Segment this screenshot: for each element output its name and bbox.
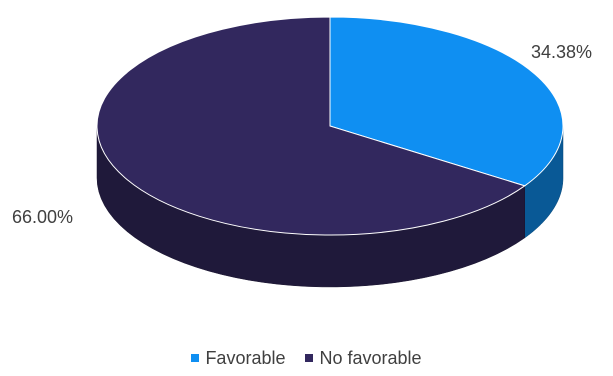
pie-tops xyxy=(96,16,564,236)
legend: Favorable No favorable xyxy=(0,346,613,370)
legend-swatch-no-favorable xyxy=(305,354,314,362)
data-label-no-favorable: 66.00% xyxy=(12,207,73,227)
pie-slice-no-favorable xyxy=(96,16,526,236)
legend-swatch-favorable xyxy=(191,354,200,362)
legend-label-no-favorable: No favorable xyxy=(319,347,422,368)
legend-item-favorable: Favorable xyxy=(191,348,285,369)
data-label-favorable: 34.38% xyxy=(531,42,592,62)
legend-item-no-favorable: No favorable xyxy=(305,347,422,369)
legend-label-favorable: Favorable xyxy=(205,347,286,368)
